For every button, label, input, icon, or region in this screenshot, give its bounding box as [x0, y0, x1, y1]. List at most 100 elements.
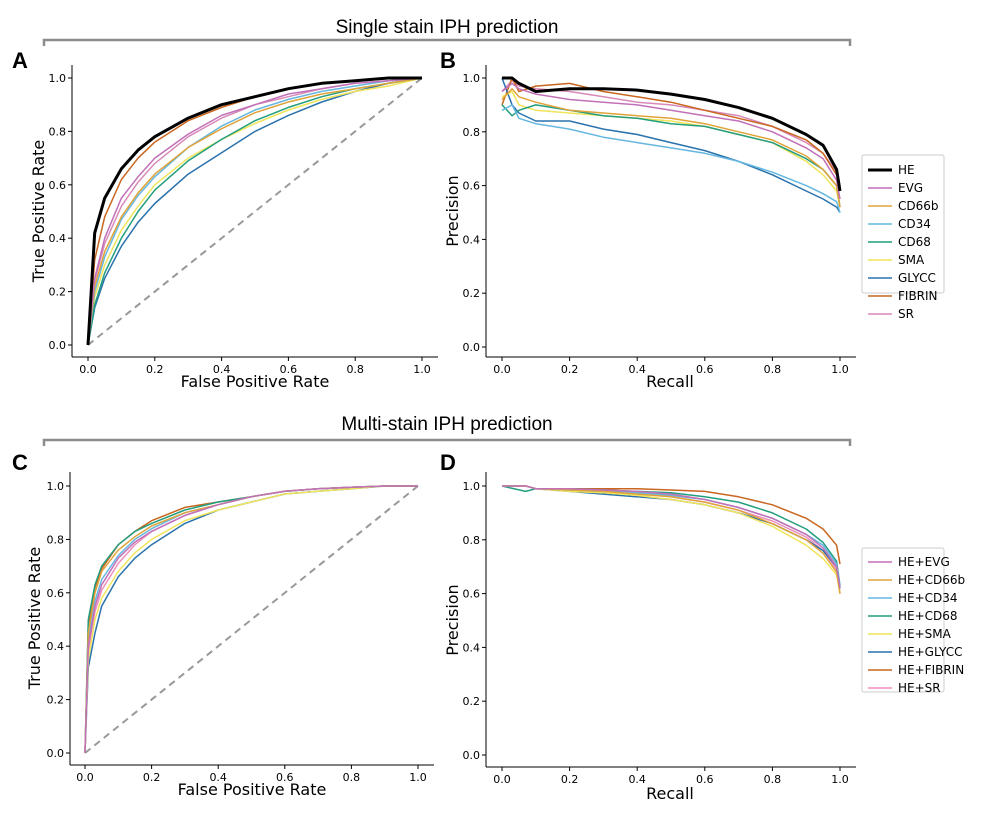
- xtick-label-b-3: 0.6: [696, 363, 714, 376]
- chart-panel-d: D 0.0 0.2 0.4 0.6 0.8 1.0 0.0 0.2 0.4 0.6 0.8 1.0 R…: [440, 450, 856, 803]
- series-line-b-sma: [501, 90, 841, 208]
- ylabel-panel-c: True Positive Rate: [25, 547, 44, 691]
- xtick-label-b-4: 0.8: [764, 363, 782, 376]
- panel-letter-d: D: [440, 450, 456, 475]
- series-lines-panel-b: [501, 76, 842, 213]
- ytick-label-b-4: 0.8: [463, 126, 481, 139]
- xtick-label-d-1: 0.2: [561, 773, 579, 786]
- ytick-label-d-2: 0.4: [463, 641, 481, 654]
- ytick-label-c-2: 0.4: [47, 640, 65, 653]
- legend-items-multi: HE+EVG HE+CD66b HE+CD34 HE+CD68 HE+SMA HE+GLY…: [868, 555, 965, 695]
- ytick-label-d-4: 0.8: [463, 534, 481, 547]
- ylabel-panel-d: Precision: [443, 584, 462, 655]
- legend-multi: HE+EVG HE+CD66b HE+CD34 HE+CD68 HE+SMA HE+GLY…: [861, 547, 965, 695]
- ytick-label-b-3: 0.6: [463, 180, 481, 193]
- series-line-d-he-glycc: [502, 485, 841, 589]
- legend-label-single-6: GLYCC: [898, 271, 936, 285]
- legend-label-multi-7: HE+SR: [898, 681, 941, 695]
- series-line-d-he-cd66b: [502, 485, 841, 594]
- legend-label-multi-6: HE+FIBRIN: [898, 663, 964, 677]
- xtick-label-d-3: 0.6: [696, 773, 714, 786]
- ticks-panel-b: 0.0 0.2 0.4 0.6 0.8 1.0 0.0 0.2 0.4 0.6 0.8 1.0: [463, 72, 849, 376]
- ticks-panel-a: 0.0 0.2 0.4 0.6 0.8 1.0 0.0 0.2 0.4 0.6 0.8 1.0: [49, 72, 431, 376]
- legend-label-multi-4: HE+SMA: [898, 627, 952, 641]
- series-line-b-glycc: [501, 77, 841, 213]
- xlabel-panel-a: False Positive Rate: [181, 372, 330, 391]
- series-lines-panel-d: [501, 485, 841, 594]
- ytick-label-b-0: 0.0: [463, 341, 481, 354]
- xtick-label-b-5: 1.0: [831, 363, 849, 376]
- legend-label-single-4: CD68: [898, 235, 931, 249]
- legend-label-single-2: CD66b: [898, 199, 939, 213]
- legend-label-single-7: FIBRIN: [898, 289, 938, 303]
- legend-label-multi-0: HE+EVG: [898, 555, 950, 569]
- legend-label-single-1: EVG: [898, 181, 923, 195]
- ytick-label-a-0: 0.0: [49, 339, 67, 352]
- xtick-label-b-0: 0.0: [493, 363, 511, 376]
- series-line-b-cd68: [501, 104, 841, 208]
- series-line-b-cd34: [501, 104, 841, 213]
- series-line-b-evg: [501, 82, 841, 200]
- ytick-label-a-4: 0.8: [49, 125, 67, 138]
- xtick-label-c-5: 1.0: [409, 771, 427, 784]
- ytick-label-d-1: 0.2: [463, 695, 481, 708]
- chance-line-panel-c: [84, 485, 419, 754]
- xtick-label-c-0: 0.0: [76, 771, 94, 784]
- ytick-label-a-1: 0.2: [49, 286, 67, 299]
- xtick-label-a-0: 0.0: [79, 363, 97, 376]
- ylabel-panel-a: True Positive Rate: [29, 140, 48, 284]
- chart-panel-a: A 0.0 0.2 0.4 0.6 0.8 1.0 0.0 0.2 0.4 0.6 0.8 1.0 F…: [12, 48, 438, 391]
- ytick-label-b-5: 1.0: [463, 72, 481, 85]
- series-line-a-evg: [87, 77, 423, 346]
- section-title-multi: Multi-stain IPH prediction: [341, 414, 552, 435]
- xtick-label-a-4: 0.8: [346, 363, 364, 376]
- legend-label-single-5: SMA: [898, 253, 925, 267]
- ytick-label-b-2: 0.4: [463, 233, 481, 246]
- ytick-label-c-5: 1.0: [47, 480, 65, 493]
- section-bracket-single: [42, 38, 852, 46]
- series-line-a-sma: [87, 77, 423, 346]
- ytick-label-a-3: 0.6: [49, 179, 67, 192]
- panel-letter-a: A: [12, 48, 28, 73]
- ytick-label-c-1: 0.2: [47, 694, 65, 707]
- legend-label-multi-1: HE+CD66b: [898, 573, 965, 587]
- series-line-a-he: [86, 76, 422, 346]
- xtick-label-d-0: 0.0: [493, 773, 511, 786]
- series-line-d-he-sr: [502, 485, 841, 594]
- panel-letter-c: C: [12, 450, 28, 475]
- xtick-label-a-2: 0.4: [213, 363, 231, 376]
- panel-letter-b: B: [440, 48, 456, 73]
- xtick-label-b-1: 0.2: [561, 363, 579, 376]
- ytick-label-d-3: 0.6: [463, 588, 481, 601]
- series-line-c-he-sma: [84, 485, 418, 754]
- chart-panel-b: B 0.0 0.2 0.4 0.6 0.8 1.0 0.0 0.2 0.4 0.6 0.8 1.0 R…: [440, 48, 856, 391]
- xlabel-panel-c: False Positive Rate: [178, 780, 327, 799]
- series-line-a-cd66b: [87, 77, 423, 346]
- legend-single: HE EVG CD66b CD34 CD68 SMA GLYCC FIBRIN SR: [861, 154, 945, 321]
- series-lines-panel-c: [84, 485, 418, 754]
- legend-label-multi-2: HE+CD34: [898, 591, 958, 605]
- series-line-b-he: [502, 76, 842, 192]
- legend-label-single-0: HE: [898, 163, 915, 177]
- ytick-label-c-4: 0.8: [47, 533, 65, 546]
- legend-label-multi-3: HE+CD68: [898, 609, 958, 623]
- series-line-a-cd34: [87, 77, 423, 346]
- series-line-b-fibrin: [501, 77, 841, 186]
- legend-frame-multi: [861, 547, 945, 693]
- legend-label-multi-5: HE+GLYCC: [898, 645, 962, 659]
- ytick-label-d-5: 1.0: [463, 480, 481, 493]
- chart-panel-c: C 0.0 0.2 0.4 0.6 0.8 1.0 0.0 0.2 0.4 0.6 0.8 1.0 F…: [12, 450, 434, 799]
- xtick-label-c-1: 0.2: [143, 771, 161, 784]
- section-bracket-multi: [42, 438, 852, 446]
- series-line-b-cd66b: [501, 88, 841, 208]
- xtick-label-c-2: 0.4: [209, 771, 227, 784]
- series-line-d-he-evg: [502, 485, 841, 589]
- ytick-label-c-0: 0.0: [47, 747, 65, 760]
- series-line-c-he-evg: [84, 485, 418, 754]
- xlabel-panel-d: Recall: [646, 784, 694, 803]
- legend-items-single: HE EVG CD66b CD34 CD68 SMA GLYCC FIBRIN SR: [868, 163, 939, 321]
- xtick-label-a-3: 0.6: [280, 363, 298, 376]
- series-lines-panel-a: [86, 76, 423, 346]
- xlabel-panel-b: Recall: [646, 372, 694, 391]
- legend-label-single-3: CD34: [898, 217, 931, 231]
